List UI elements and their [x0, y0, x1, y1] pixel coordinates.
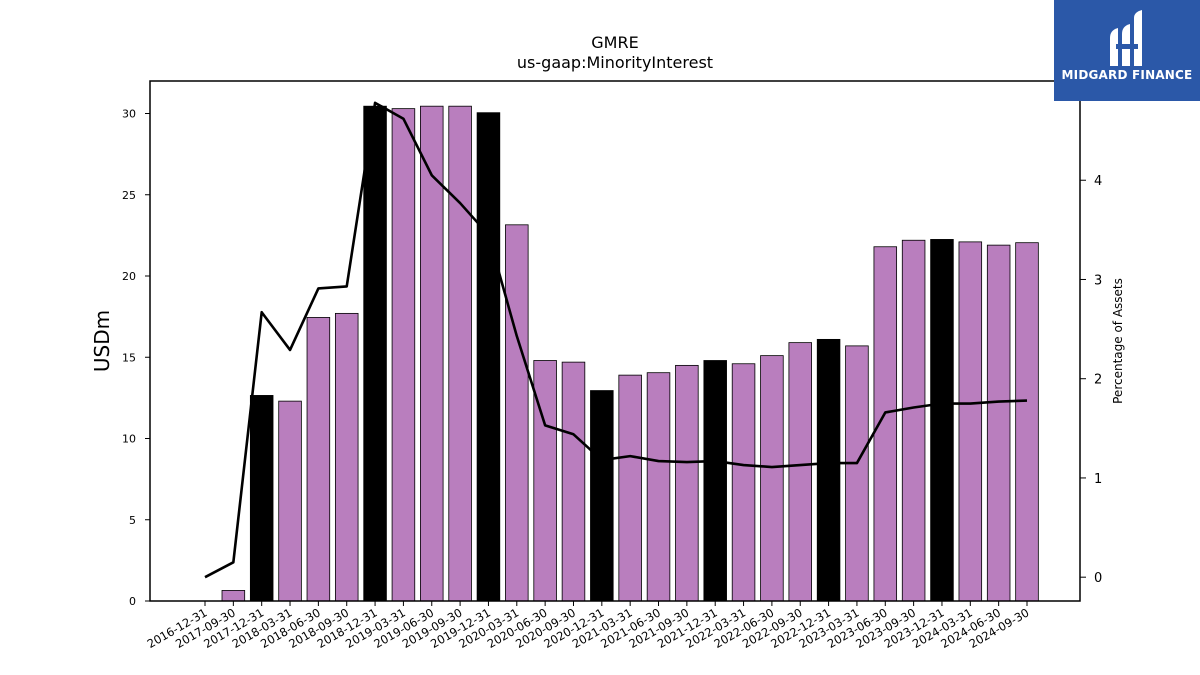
- bar: [505, 224, 529, 602]
- bar: [703, 360, 727, 602]
- y-axis-label: USDm: [90, 310, 114, 372]
- bar: [873, 246, 898, 602]
- y2-tick-label: 1: [1094, 472, 1102, 487]
- bar: [448, 105, 472, 602]
- bar: [731, 363, 756, 602]
- y2-axis: 0 1 2 3 4: [1080, 174, 1102, 586]
- y2-tick-label: 3: [1094, 273, 1102, 288]
- bars-group: [221, 105, 1039, 602]
- y2-axis-label: Percentage of Assets: [1111, 278, 1125, 404]
- y-tick-label: 5: [129, 514, 136, 527]
- chart-title: GMRE: [591, 33, 638, 52]
- y-tick-label: 15: [122, 351, 136, 364]
- logo-text: MIDGARD FINANCE: [1061, 68, 1193, 82]
- bar: [1015, 242, 1039, 602]
- y-tick-label: 25: [122, 189, 136, 202]
- y-tick-label: 0: [129, 595, 136, 608]
- bar: [306, 317, 331, 602]
- bar: [986, 244, 1011, 602]
- bar: [788, 342, 812, 602]
- pct-assets-line: [204, 101, 1028, 579]
- bar: [958, 241, 983, 602]
- chart-subtitle: us-gaap:MinorityInterest: [517, 53, 713, 72]
- bar: [391, 108, 416, 602]
- bar: [816, 338, 841, 602]
- midgard-logo-mark-icon: [1110, 10, 1142, 66]
- line-group: [204, 101, 1028, 579]
- bar: [590, 390, 614, 602]
- bar: [618, 374, 642, 602]
- y2-tick-label: 0: [1094, 571, 1102, 586]
- bar: [646, 372, 671, 602]
- plot-frame: [149, 80, 1081, 602]
- x-axis: 2016-12-312017-09-302017-12-312018-03-31…: [145, 601, 1032, 651]
- bar: [901, 239, 926, 602]
- bar: [278, 400, 302, 602]
- y2-tick-label: 2: [1094, 373, 1102, 388]
- y-tick-label: 10: [122, 433, 136, 446]
- bar: [420, 105, 444, 602]
- y-tick-label: 30: [122, 108, 136, 121]
- bar: [334, 312, 359, 602]
- y-tick-label: 20: [122, 270, 136, 283]
- y-axis: 0 5 10 15 20 25 30: [122, 108, 150, 608]
- bar: [845, 345, 869, 602]
- midgard-finance-logo: MIDGARD FINANCE: [1054, 0, 1200, 101]
- bar: [363, 105, 387, 602]
- bar: [930, 239, 954, 602]
- bar: [760, 355, 784, 602]
- y2-tick-label: 4: [1094, 174, 1102, 189]
- bar: [476, 112, 501, 602]
- bar: [221, 590, 246, 602]
- bar: [675, 364, 699, 602]
- bar: [561, 361, 586, 602]
- bar: [249, 395, 274, 602]
